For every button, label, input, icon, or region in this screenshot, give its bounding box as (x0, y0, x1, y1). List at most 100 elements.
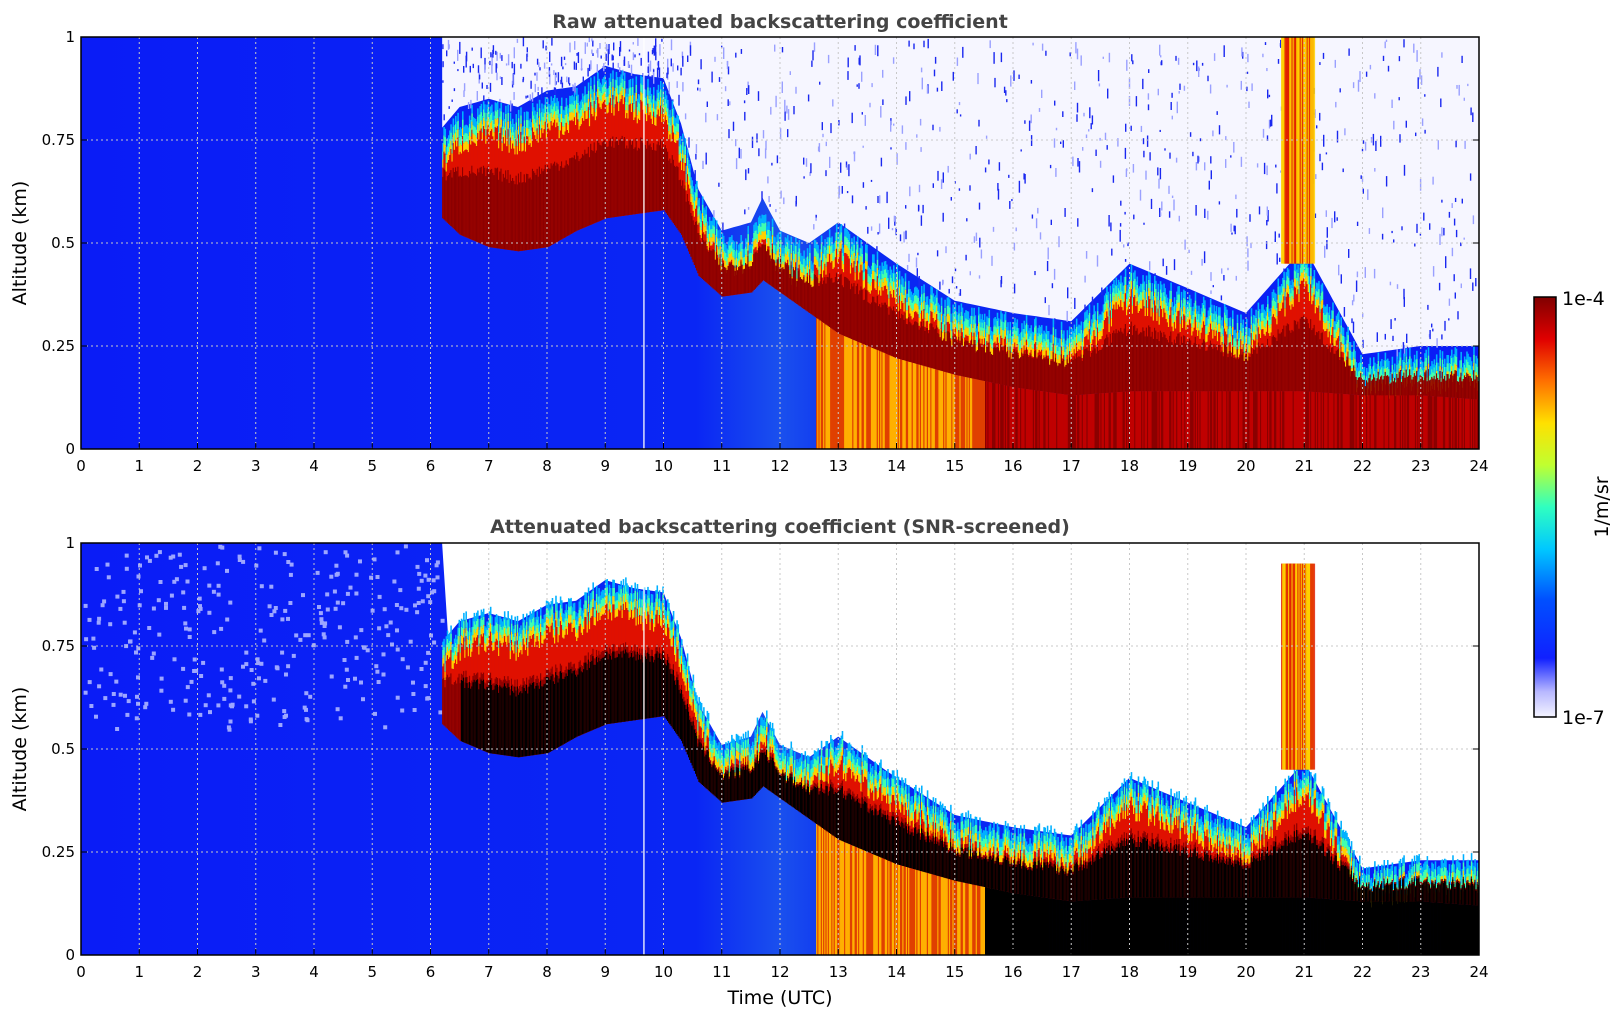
cloud-column (1278, 333, 1281, 392)
cloud-column (464, 133, 466, 142)
cloud-column (587, 98, 590, 108)
cloud-column (1265, 315, 1268, 324)
cloud-column (1262, 312, 1264, 321)
cloud-column (556, 106, 558, 115)
precip-streak (1188, 391, 1191, 449)
cloud-column (1212, 322, 1214, 331)
noise-speckle (1441, 199, 1443, 203)
cloud-column (700, 230, 703, 239)
cloud-column (952, 321, 954, 330)
cloud-column (1054, 357, 1057, 394)
noise-speckle (1090, 123, 1092, 130)
cloud-column (817, 253, 819, 262)
noise-speckle (1275, 164, 1277, 168)
cloud-column (904, 281, 907, 290)
noise-speckle (676, 81, 678, 88)
cloud-column (488, 118, 491, 128)
noise-speckle (747, 168, 750, 174)
cloud-column (1263, 326, 1266, 335)
noise-speckle (732, 121, 735, 131)
noise-speckle (627, 61, 630, 68)
cloud-column (1137, 288, 1140, 297)
cloud-column (912, 324, 915, 363)
noise-speckle (1262, 53, 1264, 58)
cloud-column (808, 282, 810, 313)
cloud-column (555, 110, 557, 120)
cloud-column (599, 144, 601, 221)
cloud-column (722, 263, 725, 297)
cloud-column (644, 89, 647, 98)
noise-speckle (882, 69, 884, 78)
cloud-column (1136, 276, 1139, 285)
cloud-column (516, 138, 519, 147)
precip-streak (1170, 391, 1172, 449)
precip-streak (841, 335, 844, 449)
noise-speckle (1256, 163, 1259, 168)
cloud-column (524, 127, 527, 136)
cloud-column (941, 332, 944, 341)
cloud-column (783, 256, 786, 265)
cloud-column (1086, 326, 1088, 335)
cloud-column (496, 118, 499, 127)
precip-streak (1043, 391, 1045, 449)
cloud-column (945, 324, 947, 333)
cloud-column (902, 286, 904, 295)
cloud-column (879, 304, 881, 351)
cloud-column (575, 159, 577, 232)
cloud-column (1122, 333, 1125, 392)
noise-speckle (1360, 175, 1362, 179)
noise-speckle (1218, 201, 1221, 205)
cloud-column (1284, 300, 1286, 309)
noise-speckle (582, 76, 584, 83)
noise-speckle (781, 81, 783, 93)
cloud-column (1291, 279, 1293, 288)
noise-speckle (1403, 297, 1405, 307)
cloud-column (1071, 328, 1073, 337)
cloud-column (788, 240, 790, 249)
cloud-column (1086, 347, 1088, 395)
cloud-column (1264, 327, 1267, 336)
cloud-column (1230, 356, 1233, 392)
cloud-column (926, 312, 929, 321)
noise-speckle (553, 70, 555, 75)
cloud-column (551, 117, 554, 126)
cloud-column (917, 306, 920, 315)
cloud-column (1261, 321, 1263, 330)
precip-streak (904, 360, 907, 449)
precip-streak (1068, 395, 1071, 449)
precip-streak (1244, 391, 1247, 449)
noise-speckle (562, 66, 564, 70)
cloud-column (697, 216, 699, 225)
cloud-column (627, 148, 629, 216)
noise-speckle (1326, 240, 1328, 250)
cloud-column (1105, 338, 1107, 393)
noise-speckle (457, 49, 459, 61)
noise-speckle (1382, 207, 1384, 219)
cloud-column (742, 269, 745, 294)
noise-speckle (819, 81, 821, 85)
cloud-column (1276, 316, 1278, 325)
cloud-column (601, 78, 604, 87)
cloud-column (996, 344, 999, 384)
cloud-column (1008, 350, 1010, 359)
noise-speckle (568, 77, 570, 84)
cloud-column (693, 208, 696, 217)
cloud-column (1240, 331, 1242, 340)
precip-streak (1109, 392, 1112, 449)
noise-speckle (1374, 93, 1376, 99)
cloud-column (455, 115, 457, 125)
noise-speckle (483, 95, 485, 105)
cloud-column (866, 261, 868, 270)
noise-speckle (489, 60, 491, 66)
precip-streak (900, 359, 902, 449)
cloud-column (1201, 319, 1204, 328)
noise-speckle (586, 42, 588, 47)
cloud-column (930, 323, 932, 368)
cloud-column (588, 109, 591, 119)
cloud-column (460, 145, 463, 154)
cloud-column (1223, 304, 1226, 313)
cloud-column (884, 302, 887, 354)
cloud-column (1202, 305, 1205, 314)
cloud-column (1031, 357, 1034, 390)
cloud-column (651, 149, 654, 212)
